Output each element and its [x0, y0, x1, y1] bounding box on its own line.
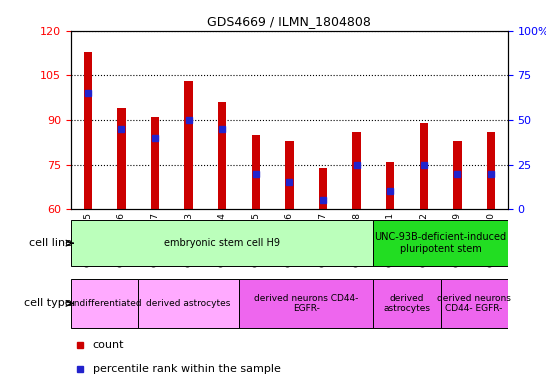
Text: count: count	[93, 340, 124, 350]
Bar	[71, 279, 138, 328]
Bar	[117, 108, 126, 209]
Bar	[285, 141, 294, 209]
Text: undifferentiated: undifferentiated	[68, 299, 141, 308]
Bar	[252, 135, 260, 209]
Bar	[352, 132, 361, 209]
Bar	[441, 279, 508, 328]
Bar	[151, 117, 159, 209]
Bar	[373, 279, 441, 328]
Bar	[218, 102, 227, 209]
Text: derived neurons
CD44- EGFR-: derived neurons CD44- EGFR-	[437, 294, 511, 313]
Text: derived astrocytes: derived astrocytes	[146, 299, 231, 308]
Bar	[84, 51, 92, 209]
Text: derived
astrocytes: derived astrocytes	[383, 294, 430, 313]
Text: derived neurons CD44-
EGFR-: derived neurons CD44- EGFR-	[254, 294, 358, 313]
Bar	[71, 220, 373, 266]
Title: GDS4669 / ILMN_1804808: GDS4669 / ILMN_1804808	[207, 15, 371, 28]
Bar	[138, 279, 239, 328]
Bar	[487, 132, 495, 209]
Bar	[373, 220, 508, 266]
Text: UNC-93B-deficient-induced
pluripotent stem: UNC-93B-deficient-induced pluripotent st…	[375, 232, 507, 254]
Text: cell line: cell line	[28, 238, 72, 248]
Bar	[386, 162, 394, 209]
Text: percentile rank within the sample: percentile rank within the sample	[93, 364, 281, 374]
Bar	[453, 141, 461, 209]
Text: cell type: cell type	[24, 298, 72, 308]
Bar	[419, 123, 428, 209]
Bar	[239, 279, 373, 328]
Text: embryonic stem cell H9: embryonic stem cell H9	[164, 238, 280, 248]
Bar	[319, 168, 327, 209]
Bar	[185, 81, 193, 209]
